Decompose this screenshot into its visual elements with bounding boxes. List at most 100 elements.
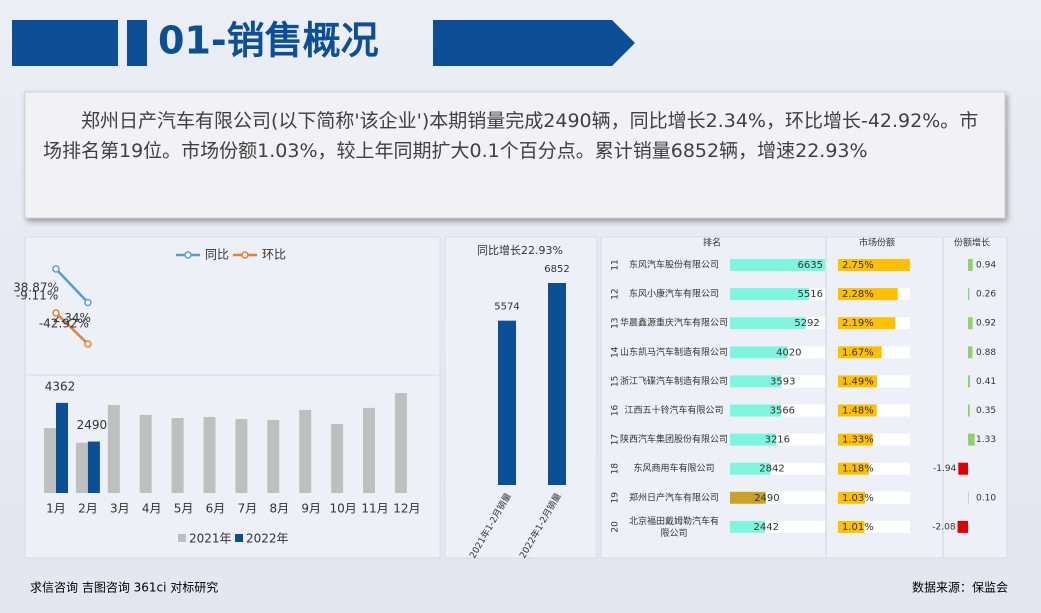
growth-bar (968, 346, 973, 359)
data-label: 2490 (77, 418, 108, 432)
company-name: 东风商用车有限公司 (633, 462, 714, 474)
sales-bar (730, 317, 806, 330)
bar (56, 402, 68, 493)
bar (394, 393, 407, 493)
share-label: 1.33% (842, 435, 874, 446)
bar (299, 409, 312, 493)
rank: 20 (611, 521, 621, 533)
sales-label: 3216 (765, 435, 790, 446)
rank: 11 (611, 259, 621, 270)
data-label: 5574 (494, 302, 519, 313)
growth-bar (968, 259, 973, 271)
chart-title: 同比增长22.93% (477, 243, 563, 257)
footer-left: 求信咨询 吉图咨询 361ci 对标研究 (30, 580, 218, 595)
panel (444, 236, 598, 559)
rank: 16 (611, 405, 621, 417)
x-tick-label: 3月 (110, 502, 130, 516)
sales-bar (730, 520, 765, 533)
growth-label: 0.26 (976, 290, 996, 300)
line-point (84, 298, 92, 307)
x-tick-label: 7月 (238, 502, 258, 516)
bar (548, 283, 566, 485)
bar (171, 418, 184, 493)
bar (363, 407, 375, 493)
company-name: 陕西汽车集团股份有限公司 (620, 433, 728, 445)
x-tick-label: 6月 (206, 502, 226, 516)
growth-label: -1.94 (933, 464, 957, 474)
legend-label: 2021年 (189, 532, 232, 546)
bar (267, 420, 280, 493)
growth-bar (968, 288, 970, 301)
sales-label: 2842 (759, 464, 784, 475)
legend-marker (241, 251, 249, 259)
share-label: 2.75% (842, 260, 874, 271)
company-name: 浙江飞碟汽车制造有限公司 (620, 375, 728, 387)
growth-bar (968, 375, 971, 388)
growth-label: 0.94 (976, 261, 996, 271)
growth-label: 0.88 (976, 348, 996, 358)
share-bar (838, 491, 865, 504)
bar (107, 404, 120, 493)
rank: 12 (611, 288, 621, 299)
x-tick-label: 9月 (301, 502, 321, 516)
data-label: 2.34% (53, 311, 91, 325)
share-label: 1.48% (842, 406, 874, 417)
line-point (84, 340, 92, 348)
column-header: 份额增长 (954, 237, 990, 249)
share-label: 1.03% (842, 493, 874, 504)
company-name: 华晨鑫源重庆汽车有限公司 (620, 317, 728, 329)
company-name: 江西五十铃汽车有限公司 (624, 404, 723, 416)
share-bar (838, 404, 877, 417)
share-label: 1.01% (842, 522, 874, 533)
data-label: 38.87% (13, 281, 59, 295)
line-point (52, 265, 60, 273)
x-tick-label: 10月 (329, 502, 356, 516)
sales-label: 2490 (754, 493, 779, 504)
bar (87, 441, 100, 493)
sales-bar (730, 259, 825, 271)
legend-label: 环比 (262, 248, 286, 262)
panel (24, 236, 441, 376)
legend-swatch (178, 534, 186, 542)
sales-label: 5292 (794, 318, 819, 329)
sales-label: 4020 (776, 347, 801, 358)
summary-text: 郑州日产汽车有限公司(以下简称'该企业')本期销量完成2490辆，同比增长2.3… (43, 110, 979, 162)
bar (139, 414, 152, 493)
share-bar (838, 433, 873, 446)
sales-bar (730, 491, 766, 504)
sales-bar (730, 462, 771, 475)
line-point (52, 309, 60, 317)
rank: 18 (611, 463, 621, 475)
header-bar (12, 20, 118, 66)
company-name: 山东凯马汽车制造有限公司 (620, 346, 728, 358)
growth-bar (958, 462, 968, 475)
share-bar (838, 317, 896, 330)
summary-box (24, 91, 1006, 219)
legend-swatch (235, 534, 243, 542)
header-bar (127, 20, 147, 66)
data-label: -9.11% (16, 288, 58, 302)
bar (75, 442, 88, 493)
rank: 19 (611, 492, 621, 504)
growth-bar (968, 491, 969, 504)
share-bar (838, 375, 878, 388)
growth-label: 1.33 (976, 435, 996, 445)
legend-label: 2022年 (246, 532, 289, 546)
growth-label: 0.41 (976, 377, 996, 387)
sales-label: 5516 (798, 289, 823, 300)
company-name: 东风小康汽车有限公司 (629, 288, 719, 300)
growth-bar (957, 520, 968, 533)
rank: 13 (611, 317, 621, 328)
sales-label: 6635 (798, 260, 823, 271)
panel (600, 236, 1008, 559)
bar (498, 320, 516, 485)
share-bar (838, 520, 865, 533)
column-header: 排名 (703, 237, 721, 249)
data-label: -42.92% (39, 317, 89, 331)
share-bar (838, 346, 882, 359)
share-label: 1.49% (842, 376, 874, 387)
bar (331, 423, 344, 493)
series-line (55, 312, 89, 345)
rank: 15 (611, 376, 621, 387)
x-tick-label: 4月 (142, 502, 162, 516)
